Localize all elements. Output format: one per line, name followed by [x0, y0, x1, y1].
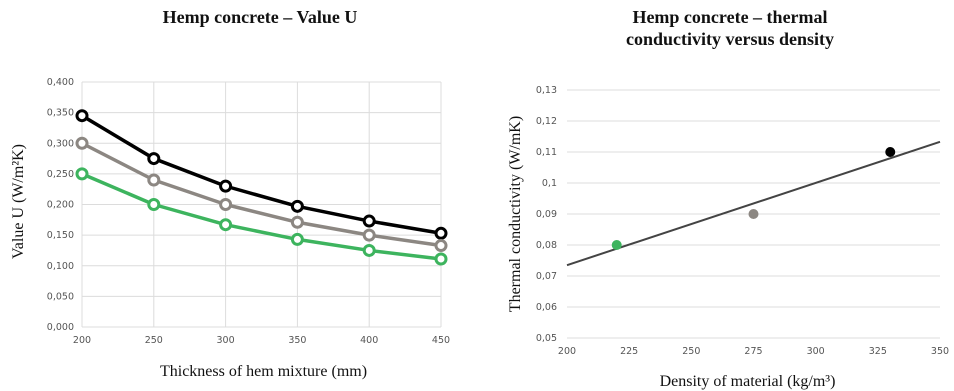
conductivity-chart: 0,05 0,06 0,07 0,08 0,09 0,1 0,11 0,12 0,13 200 22…: [507, 85, 949, 390]
x-tick-label: 250: [682, 346, 700, 357]
x-tick-label: 250: [145, 335, 163, 346]
data-point: [290, 215, 304, 229]
data-point: [147, 198, 161, 211]
data-point: [362, 214, 376, 228]
data-point: [290, 232, 304, 246]
series-line: [81, 172, 442, 261]
data-point: [75, 136, 89, 150]
trendline: [566, 140, 941, 267]
u-value-chart: 0,000 0,050 0,100 0,150 0,200 0,250 0,300 0,350…: [10, 77, 450, 380]
y-tick-label: 0,050: [47, 291, 74, 302]
x-tick-label: 300: [807, 346, 825, 357]
x-tick-label: 350: [288, 335, 306, 346]
data-point: [434, 239, 448, 253]
x-axis-label: Density of material (kg/m³): [660, 373, 836, 390]
y-axis-label: Value U (W/m²K): [10, 144, 27, 259]
x-tick-label: 325: [869, 346, 887, 357]
data-point: [147, 152, 161, 166]
y-tick-label: 0,07: [536, 271, 557, 282]
x-tick-label: 400: [360, 335, 378, 346]
x-tick-label: 450: [432, 335, 450, 346]
data-point: [290, 199, 304, 213]
data-point: [434, 252, 448, 266]
y-tick-label: 0,350: [47, 108, 74, 119]
data-point: [362, 243, 376, 257]
scatter-point: [885, 147, 896, 157]
y-tick-label: 0,1: [542, 178, 557, 189]
scatter-point: [748, 209, 759, 219]
x-tick-label: 350: [931, 346, 949, 357]
data-point: [147, 173, 161, 187]
x-tick-label: 200: [73, 335, 91, 346]
title-line: conductivity versus density: [625, 29, 834, 49]
y-tick-label: 0,12: [536, 116, 557, 127]
data-point: [219, 218, 233, 232]
y-tick-label: 0,08: [536, 240, 557, 251]
x-tick-label: 300: [217, 335, 235, 346]
y-tick-label: 0,09: [536, 209, 557, 220]
chart-title-u-value: Hemp concrete – Value U: [162, 7, 358, 27]
y-tick-label: 0,250: [47, 169, 74, 180]
y-tick-label: 0,200: [47, 200, 74, 211]
y-tick-label: 0,100: [47, 261, 74, 272]
y-tick-label: 0,300: [47, 138, 74, 149]
x-axis-label: Thickness of hem mixture (mm): [160, 363, 367, 380]
x-tick-label: 200: [558, 346, 576, 357]
series-line: [81, 114, 442, 236]
y-tick-label: 0,05: [536, 333, 557, 344]
y-tick-label: 0,000: [47, 322, 74, 333]
y-tick-label: 0,13: [536, 85, 557, 96]
y-tick-label: 0,11: [536, 147, 557, 158]
series-line: [81, 141, 442, 248]
y-axis-label: Thermal conductivity (W/mK): [507, 116, 524, 312]
y-tick-label: 0,150: [47, 230, 74, 241]
data-point: [434, 226, 448, 240]
data-point: [219, 179, 233, 193]
x-tick-label: 275: [744, 346, 762, 357]
data-point: [75, 167, 89, 181]
y-tick-label: 0,06: [536, 302, 557, 313]
scatter-point: [611, 240, 622, 250]
data-point: [362, 228, 376, 242]
x-tick-label: 225: [620, 346, 638, 357]
data-point: [219, 198, 233, 211]
chart-title-conductivity: Hemp concrete – thermal conductivity vers…: [520, 6, 940, 50]
data-point: [75, 109, 89, 123]
y-tick-label: 0,400: [47, 77, 74, 88]
title-line: Hemp concrete – thermal: [632, 7, 828, 27]
